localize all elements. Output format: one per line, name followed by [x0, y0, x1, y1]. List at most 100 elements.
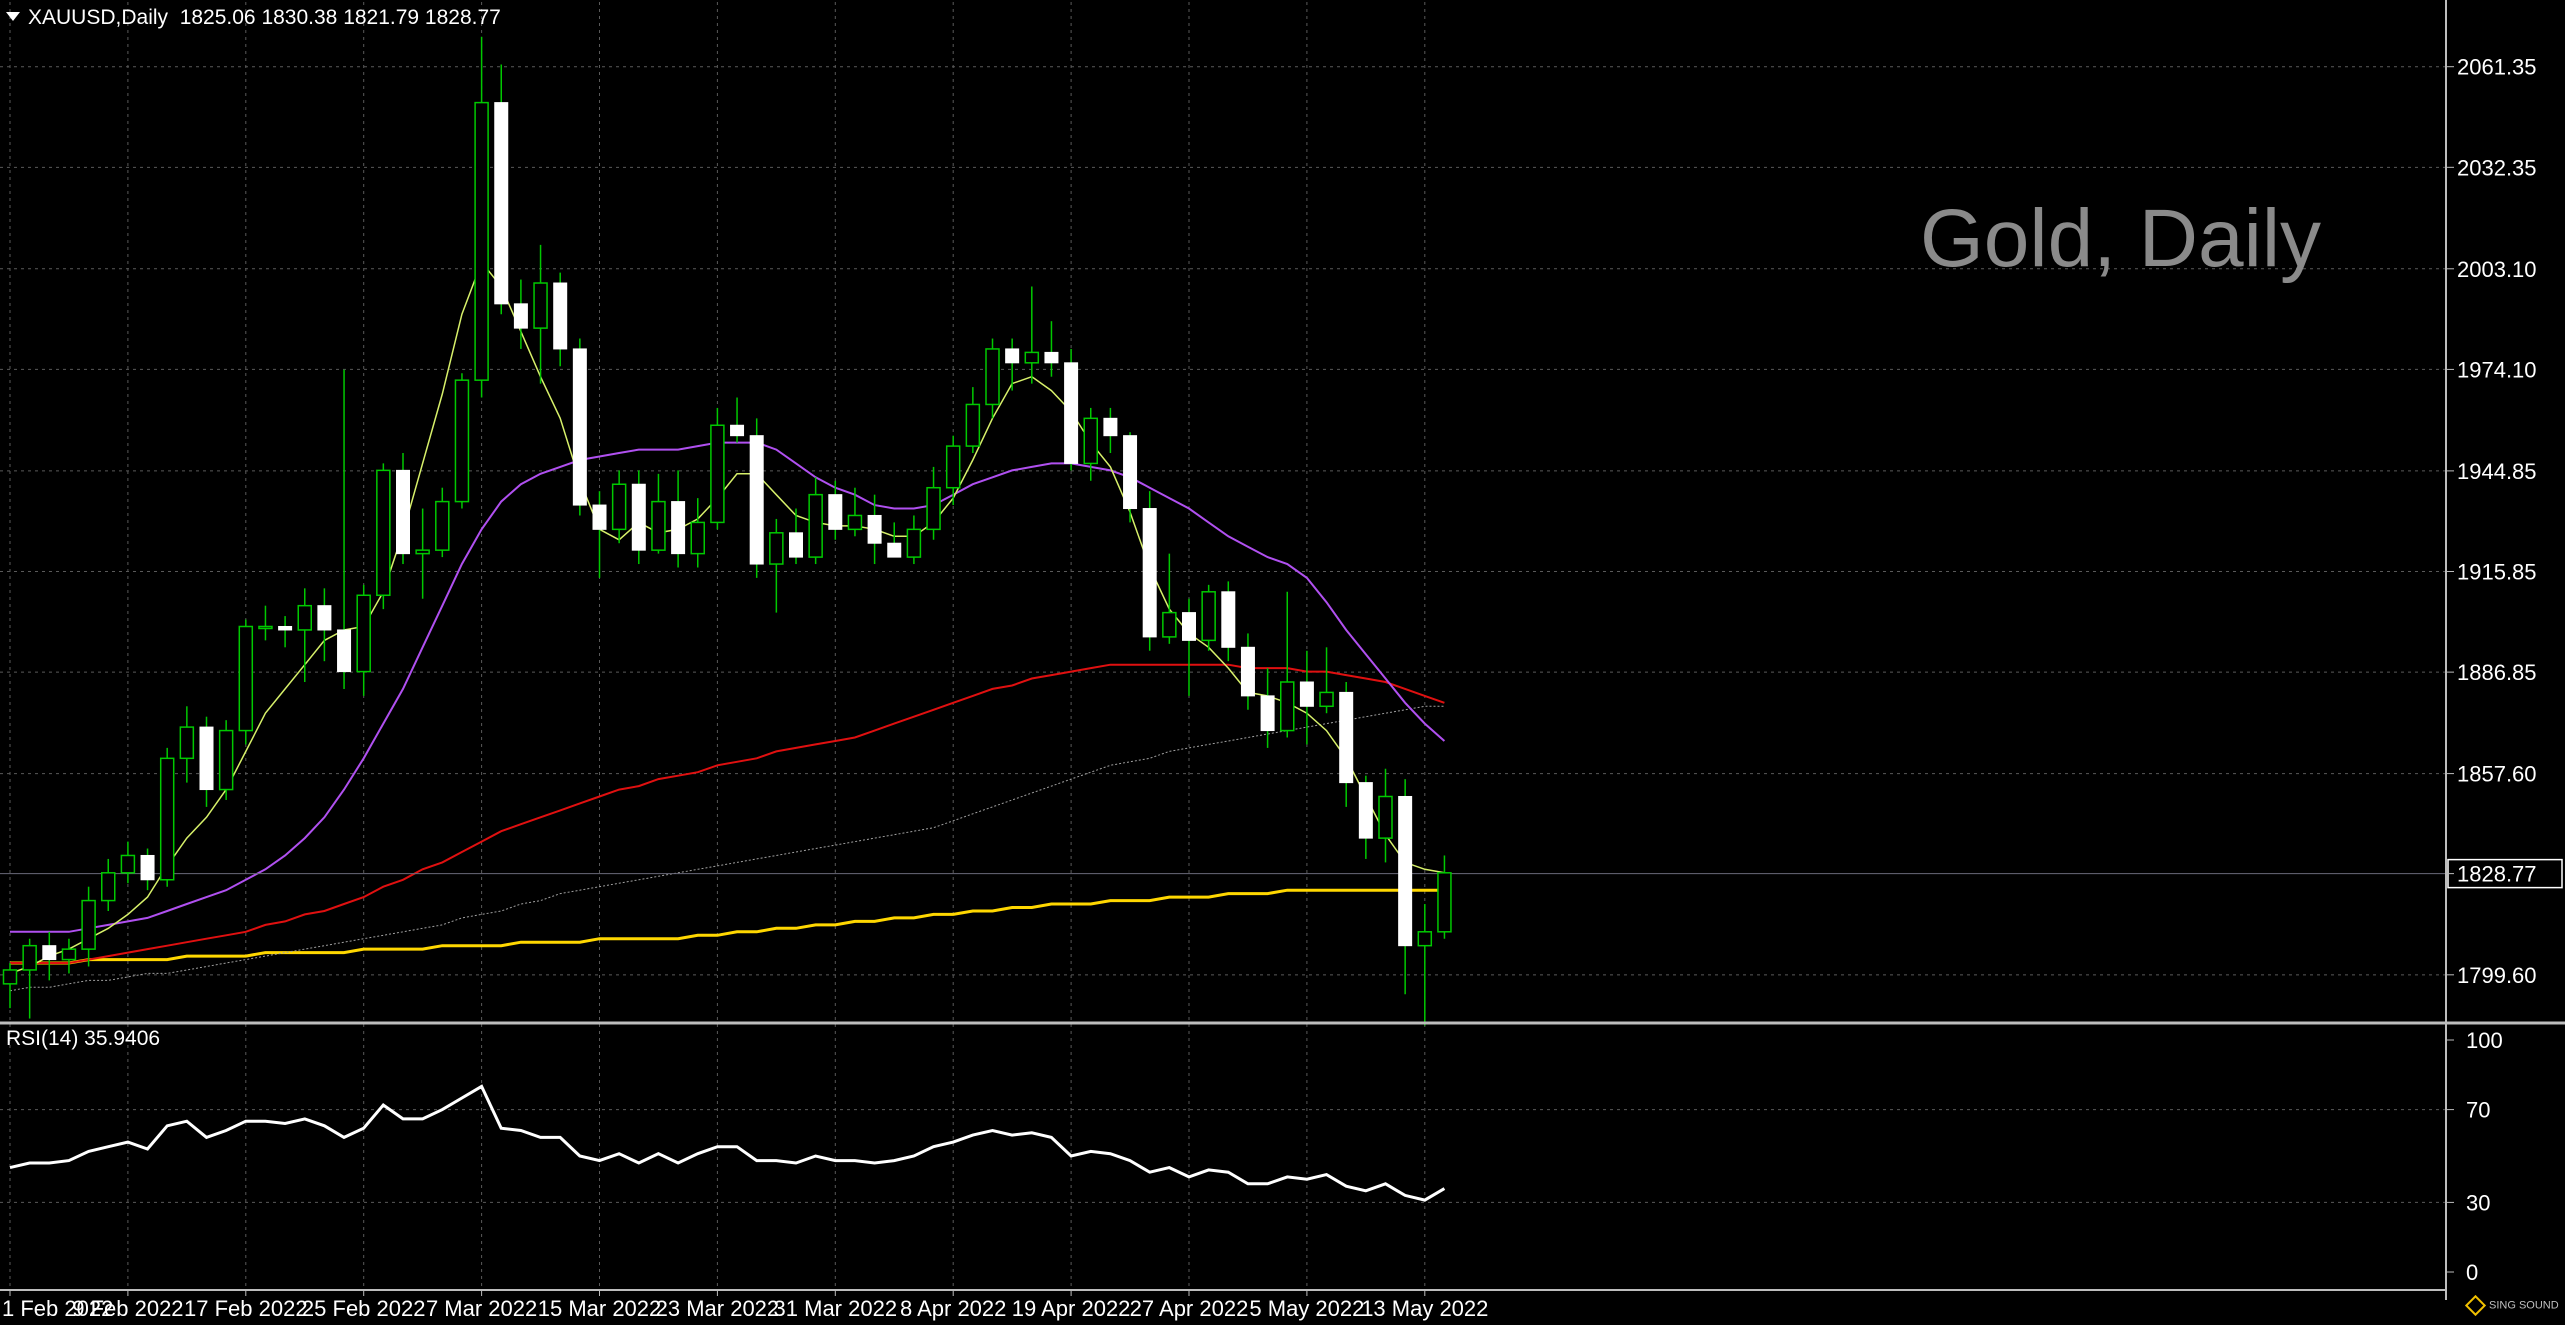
date-tick-label: 1 Feb 2022 — [2, 1296, 113, 1321]
candle-body — [1083, 417, 1098, 465]
chart-watermark: Gold, Daily — [1920, 193, 2322, 284]
rsi-line — [9, 1084, 1446, 1202]
candle-body — [278, 625, 293, 631]
candle — [1260, 668, 1275, 748]
candle-body — [592, 504, 607, 530]
candle-body — [1162, 611, 1177, 638]
candle-body — [218, 729, 234, 791]
candle-body — [1417, 931, 1433, 947]
brand-logo: SING SOUND — [2464, 1294, 2559, 1317]
candle — [1142, 491, 1157, 651]
candle-body — [1064, 362, 1079, 464]
rsi-tick-label: 0 — [2466, 1260, 2478, 1285]
candle — [945, 435, 961, 506]
symbol-header[interactable]: XAUUSD,Daily 1825.06 1830.38 1821.79 182… — [6, 6, 501, 30]
price-tick-label: 1915.85 — [2457, 560, 2537, 585]
candle-body — [945, 445, 961, 489]
candles-layer — [2, 36, 1452, 1026]
candle-body — [474, 101, 489, 381]
candle — [906, 515, 922, 565]
price-tick-label: 1799.60 — [2457, 963, 2537, 988]
candle-body — [1299, 681, 1314, 707]
rsi-axis: 0 30 70 100 — [2446, 1028, 2503, 1285]
candle — [415, 508, 430, 599]
date-tick-label: 23 Mar 2022 — [656, 1296, 780, 1321]
candle — [592, 491, 607, 578]
candle-body — [42, 945, 57, 961]
price-tick-label: 2061.35 — [2457, 55, 2537, 80]
candle — [199, 716, 214, 807]
candle — [965, 387, 981, 454]
candle-body — [1280, 681, 1295, 732]
candle — [769, 518, 784, 613]
candle — [435, 487, 450, 558]
ma-200-line — [10, 888, 1445, 965]
candle — [218, 720, 234, 800]
price-tick-label: 2003.10 — [2457, 257, 2537, 282]
candle-body — [965, 403, 981, 447]
candle — [2, 963, 18, 1009]
date-tick-label: 13 May 2022 — [1361, 1296, 1488, 1321]
candle — [1201, 584, 1216, 651]
rsi-layer — [9, 1084, 1446, 1202]
candle-body — [1358, 782, 1373, 839]
candle-body — [494, 102, 509, 305]
candle-body — [828, 494, 843, 530]
candle — [258, 605, 273, 641]
candle-body — [887, 542, 902, 558]
price-tick-label: 1974.10 — [2457, 357, 2537, 382]
date-tick-label: 15 Mar 2022 — [538, 1296, 662, 1321]
candle — [749, 418, 764, 578]
candle — [730, 397, 745, 443]
candle — [1083, 407, 1098, 481]
candle — [1358, 775, 1373, 859]
candle-body — [710, 424, 725, 524]
candle-body — [847, 514, 863, 531]
candle — [1103, 407, 1118, 454]
candle-body — [1044, 351, 1059, 364]
candle-body — [631, 483, 646, 551]
candle-body — [1123, 435, 1138, 510]
candle-body — [867, 514, 882, 544]
candle — [454, 373, 470, 509]
candle — [1299, 650, 1314, 745]
brand-text: SING SOUND — [2489, 1299, 2559, 1312]
candle — [1221, 581, 1236, 662]
candle-body — [376, 469, 391, 597]
candle-body — [1260, 695, 1275, 732]
candle — [101, 858, 116, 911]
candle — [1044, 321, 1059, 377]
candle — [356, 584, 371, 696]
candle — [553, 272, 568, 367]
candle — [317, 588, 332, 662]
candle — [140, 848, 155, 891]
candle — [1417, 904, 1433, 1026]
candle-body — [454, 379, 470, 503]
brand-logo-icon — [2464, 1294, 2487, 1317]
candle-body — [1378, 795, 1393, 839]
candle-body — [81, 899, 96, 950]
candle — [690, 498, 705, 568]
candle — [1319, 647, 1334, 714]
ma-fast-layer — [9, 260, 1445, 975]
candle — [1339, 682, 1354, 807]
candle — [847, 487, 863, 537]
candle — [572, 338, 587, 516]
candle — [238, 619, 254, 745]
candle — [1162, 553, 1177, 644]
candle-body — [808, 493, 823, 558]
candle-body — [61, 948, 77, 961]
price-tick-label: 1944.85 — [2457, 459, 2537, 484]
current-price-label-box — [2447, 858, 2563, 889]
candle — [297, 588, 312, 682]
candle-body — [140, 854, 155, 881]
candle-body — [258, 625, 273, 630]
candle — [513, 279, 528, 349]
candle-body — [199, 726, 214, 791]
price-tick-label: 1857.60 — [2457, 762, 2537, 787]
candle-body — [1103, 417, 1118, 437]
date-tick-label: 19 Apr 2022 — [1012, 1296, 1131, 1321]
dropdown-triangle-icon[interactable] — [6, 11, 20, 21]
